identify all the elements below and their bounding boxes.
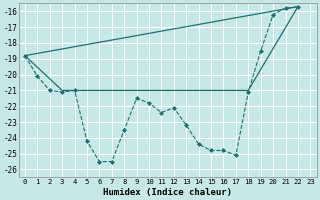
X-axis label: Humidex (Indice chaleur): Humidex (Indice chaleur) <box>103 188 232 197</box>
